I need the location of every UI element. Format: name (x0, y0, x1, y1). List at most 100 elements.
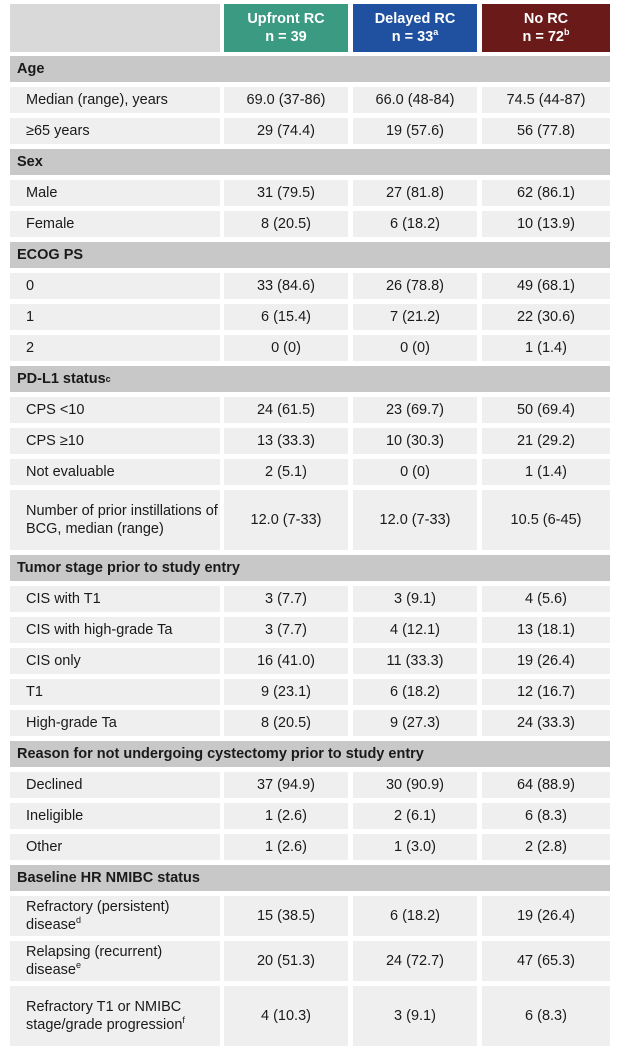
value-cell: 23 (69.7) (353, 397, 477, 423)
value-cell: 64 (88.9) (482, 772, 610, 798)
row-label-text: 1 (26, 309, 35, 325)
section-title: Age (17, 61, 45, 77)
value-cell: 3 (9.1) (353, 586, 477, 612)
value-cell: 3 (7.7) (224, 617, 348, 643)
row-label: Number of prior instillations of BCG, me… (26, 502, 220, 538)
value-cell: 4 (12.1) (353, 617, 477, 643)
table-header: Upfront RC n = 39 Delayed RC n = 33a No … (10, 4, 610, 52)
value-cell: 15 (38.5) (224, 896, 348, 936)
row-label-text: Female (26, 216, 75, 232)
value-cell: 69.0 (37-86) (224, 87, 348, 113)
row-label: Male (26, 184, 57, 202)
value-cell: 13 (18.1) (482, 617, 610, 643)
row-label-text: CIS only (26, 653, 81, 669)
value-cell: 24 (61.5) (224, 397, 348, 423)
row-label-text: CPS <10 (26, 402, 85, 418)
value-cell: 9 (23.1) (224, 679, 348, 705)
row-label-cell: Median (range), years (10, 87, 220, 113)
section-header: Sex (10, 149, 610, 175)
table-row: CIS with high-grade Ta 3 (7.7) 4 (12.1) 13 … (10, 617, 610, 643)
row-label-cell: CPS <10 (10, 397, 220, 423)
row-label-cell: Ineligible (10, 803, 220, 829)
row-label: Refractory T1 or NMIBC stage/grade progr… (26, 998, 220, 1034)
value-cell: 1 (1.4) (482, 335, 610, 361)
value-cell: 6 (18.2) (353, 679, 477, 705)
table-row: CPS <10 24 (61.5) 23 (69.7) 50 (69.4) (10, 397, 610, 423)
value-cell: 49 (68.1) (482, 273, 610, 299)
row-label-text: Refractory T1 or NMIBC stage/grade progr… (26, 999, 183, 1033)
table-row: CPS ≥10 13 (33.3) 10 (30.3) 21 (29.2) (10, 428, 610, 454)
row-label-text: Relapsing (recurrent) disease (26, 944, 163, 978)
value-cell: 19 (26.4) (482, 896, 610, 936)
row-label-cell: CIS only (10, 648, 220, 674)
row-label: Declined (26, 776, 82, 794)
row-label: CPS ≥10 (26, 432, 84, 450)
value-cell: 6 (18.2) (353, 896, 477, 936)
row-label: Other (26, 838, 62, 856)
header-name: Upfront RC (247, 11, 325, 27)
header-n-text: n = 39 (265, 29, 307, 45)
row-label-text: High-grade Ta (26, 715, 117, 731)
section-header: ECOG PS (10, 242, 610, 268)
value-cell: 19 (26.4) (482, 648, 610, 674)
row-label: Not evaluable (26, 463, 115, 481)
value-cell: 6 (8.3) (482, 986, 610, 1046)
row-label: Ineligible (26, 807, 83, 825)
row-label: Refractory (persistent) diseased (26, 898, 220, 934)
section-title: Tumor stage prior to study entry (17, 560, 240, 576)
row-label-text: Declined (26, 777, 83, 793)
row-label-cell: 1 (10, 304, 220, 330)
section-header: Reason for not undergoing cystectomy pri… (10, 741, 610, 767)
value-cell: 47 (65.3) (482, 941, 610, 981)
header-name: No RC (523, 11, 569, 27)
table-row: ≥65 years 29 (74.4) 19 (57.6) 56 (77.8) (10, 118, 610, 144)
value-cell: 27 (81.8) (353, 180, 477, 206)
row-label-text: Refractory (persistent) disease (26, 899, 170, 933)
value-cell: 0 (0) (353, 459, 477, 485)
value-cell: 19 (57.6) (353, 118, 477, 144)
header-n: n = 33a (353, 28, 477, 46)
row-label-cell: Female (10, 211, 220, 237)
row-label: 0 (26, 277, 34, 295)
row-label-cell: Number of prior instillations of BCG, me… (10, 490, 220, 550)
section-title: PD-L1 status (17, 371, 106, 387)
row-label-cell: CIS with high-grade Ta (10, 617, 220, 643)
row-label: CIS with T1 (26, 590, 101, 608)
table-row: Other 1 (2.6) 1 (3.0) 2 (2.8) (10, 834, 610, 860)
value-cell: 10.5 (6-45) (482, 490, 610, 550)
table-row: High-grade Ta 8 (20.5) 9 (27.3) 24 (33.3) (10, 710, 610, 736)
table-row: Female 8 (20.5) 6 (18.2) 10 (13.9) (10, 211, 610, 237)
row-label-text: Male (26, 185, 58, 201)
row-label-cell: Other (10, 834, 220, 860)
row-label-sup: f (182, 1015, 185, 1026)
value-cell: 6 (8.3) (482, 803, 610, 829)
value-cell: 0 (0) (353, 335, 477, 361)
value-cell: 30 (90.9) (353, 772, 477, 798)
value-cell: 6 (18.2) (353, 211, 477, 237)
row-label: CIS with high-grade Ta (26, 621, 172, 639)
table-row: Declined 37 (94.9) 30 (90.9) 64 (88.9) (10, 772, 610, 798)
value-cell: 9 (27.3) (353, 710, 477, 736)
table-row: Refractory T1 or NMIBC stage/grade progr… (10, 986, 610, 1046)
value-cell: 66.0 (48-84) (353, 87, 477, 113)
row-label-cell: Male (10, 180, 220, 206)
value-cell: 1 (2.6) (224, 834, 348, 860)
row-label-cell: High-grade Ta (10, 710, 220, 736)
value-cell: 1 (2.6) (224, 803, 348, 829)
row-label: T1 (26, 683, 43, 701)
table-row: CIS only 16 (41.0) 11 (33.3) 19 (26.4) (10, 648, 610, 674)
value-cell: 12 (16.7) (482, 679, 610, 705)
value-cell: 2 (6.1) (353, 803, 477, 829)
table-row: Number of prior instillations of BCG, me… (10, 490, 610, 550)
section-header: Baseline HR NMIBC status (10, 865, 610, 891)
value-cell: 8 (20.5) (224, 710, 348, 736)
row-label: Female (26, 215, 74, 233)
section-title: ECOG PS (17, 247, 84, 263)
row-label: Median (range), years (26, 91, 168, 109)
value-cell: 12.0 (7-33) (353, 490, 477, 550)
section-title: Baseline HR NMIBC status (17, 870, 200, 886)
value-cell: 29 (74.4) (224, 118, 348, 144)
row-label-text: CIS with high-grade Ta (26, 622, 173, 638)
